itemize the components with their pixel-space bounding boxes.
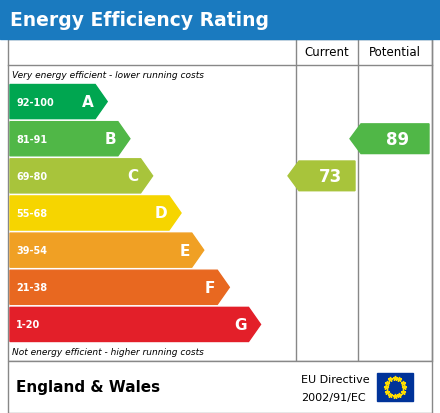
Text: A: A [81,95,93,110]
Text: 81-91: 81-91 [16,134,47,145]
Text: Not energy efficient - higher running costs: Not energy efficient - higher running co… [12,348,204,357]
Polygon shape [10,271,229,305]
Text: 2002/91/EC: 2002/91/EC [301,392,366,402]
Text: 55-68: 55-68 [16,209,47,218]
Polygon shape [10,233,204,268]
Text: Energy Efficiency Rating: Energy Efficiency Rating [10,10,269,29]
Polygon shape [288,161,355,191]
Text: 21-38: 21-38 [16,282,47,292]
Text: 89: 89 [386,131,410,148]
Text: 1-20: 1-20 [16,320,40,330]
Text: 39-54: 39-54 [16,246,47,256]
Polygon shape [10,308,260,342]
Text: 69-80: 69-80 [16,171,47,181]
Text: Potential: Potential [369,46,421,59]
Polygon shape [10,122,130,157]
Bar [0,0,440,40]
Text: C: C [128,169,139,184]
Text: 73: 73 [319,167,341,185]
Bar [8,40,432,361]
Text: England & Wales: England & Wales [16,380,160,394]
Bar [377,373,413,401]
Polygon shape [10,85,107,119]
Polygon shape [10,159,153,193]
Text: D: D [154,206,167,221]
Text: EU Directive: EU Directive [301,374,370,384]
Text: Current: Current [304,46,349,59]
Text: E: E [180,243,190,258]
Text: F: F [205,280,215,295]
Text: B: B [104,132,116,147]
Polygon shape [10,197,181,230]
Polygon shape [350,125,429,154]
Text: G: G [234,317,246,332]
Bar [8,361,432,413]
Text: 92-100: 92-100 [16,97,54,107]
Text: Very energy efficient - lower running costs: Very energy efficient - lower running co… [12,70,204,79]
